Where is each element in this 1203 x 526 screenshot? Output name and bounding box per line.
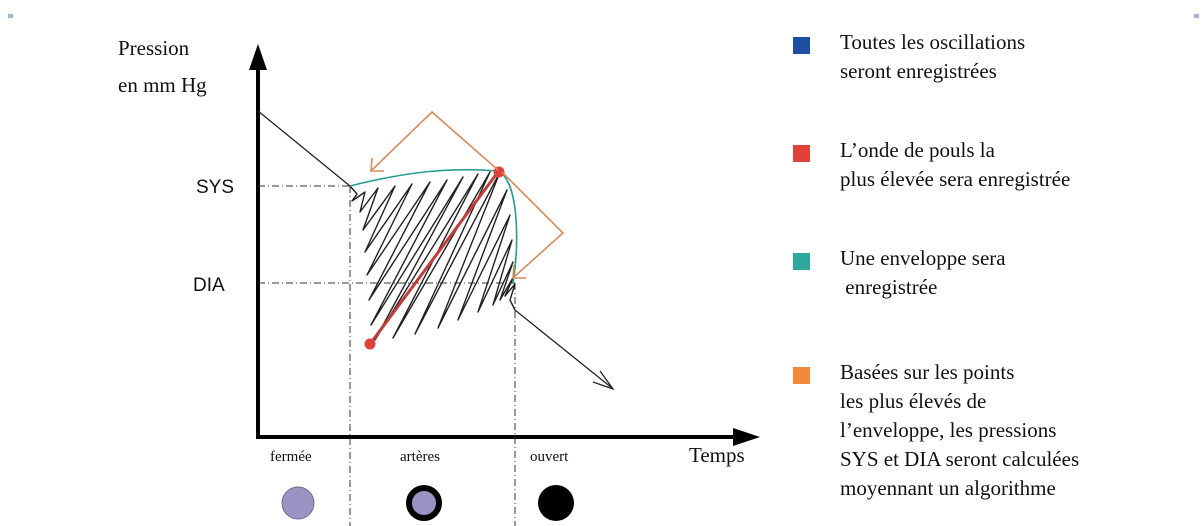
legend-text: les plus élevés de bbox=[840, 389, 987, 413]
calc-arrow-upper bbox=[371, 110, 499, 171]
legend-text: Une enveloppe sera bbox=[840, 246, 1006, 270]
x-axis-arrowhead bbox=[733, 428, 760, 446]
legend-text: l’enveloppe, les pressions bbox=[840, 418, 1057, 442]
legend-swatch-red bbox=[793, 145, 810, 162]
oscillation-trace bbox=[349, 171, 516, 341]
phase-label-closed: fermée bbox=[270, 449, 312, 465]
corner-mark-left bbox=[8, 14, 13, 18]
corner-mark-right bbox=[1194, 14, 1199, 18]
pulse-wave-start-dot bbox=[364, 338, 376, 350]
legend-text: L’onde de pouls la bbox=[840, 138, 995, 162]
y-axis-label-line1: Pression bbox=[118, 36, 190, 60]
calc-arrow-upper-head bbox=[370, 157, 384, 172]
legend-text: SYS et DIA seront calculées bbox=[840, 447, 1080, 471]
deflation-line-start bbox=[257, 110, 351, 187]
legend-text: seront enregistrées bbox=[840, 59, 997, 83]
pulse-wave-line bbox=[368, 171, 500, 345]
legend-text: plus élevée sera enregistrée bbox=[840, 167, 1071, 191]
x-axis-label: Temps bbox=[689, 443, 745, 467]
phase-label-open: ouvert bbox=[530, 449, 569, 465]
calc-arrow-lower bbox=[501, 171, 565, 278]
artery-open-circle bbox=[538, 485, 574, 521]
legend-swatch-blue bbox=[793, 37, 810, 54]
legend-text: Toutes les oscillations bbox=[840, 30, 1026, 54]
y-axis-arrowhead bbox=[249, 44, 267, 70]
artery-closed-circle bbox=[281, 486, 315, 520]
phase-label-arteries: artères bbox=[400, 449, 440, 465]
deflation-line-end bbox=[514, 309, 613, 389]
calc-arrow-lower-head bbox=[512, 264, 526, 279]
legend-swatch-orange bbox=[793, 367, 810, 384]
legend-text: moyennant un algorithme bbox=[840, 476, 1056, 500]
legend-swatch-teal bbox=[793, 253, 810, 270]
dia-label: DIA bbox=[193, 275, 225, 296]
artery-partial-circle bbox=[406, 485, 442, 521]
legend-text: Basées sur les points bbox=[840, 360, 1015, 384]
sys-label: SYS bbox=[196, 177, 234, 198]
y-axis-label-line2: en mm Hg bbox=[118, 73, 207, 97]
deflation-arrowhead bbox=[592, 370, 615, 391]
legend-text: enregistrée bbox=[840, 275, 938, 299]
